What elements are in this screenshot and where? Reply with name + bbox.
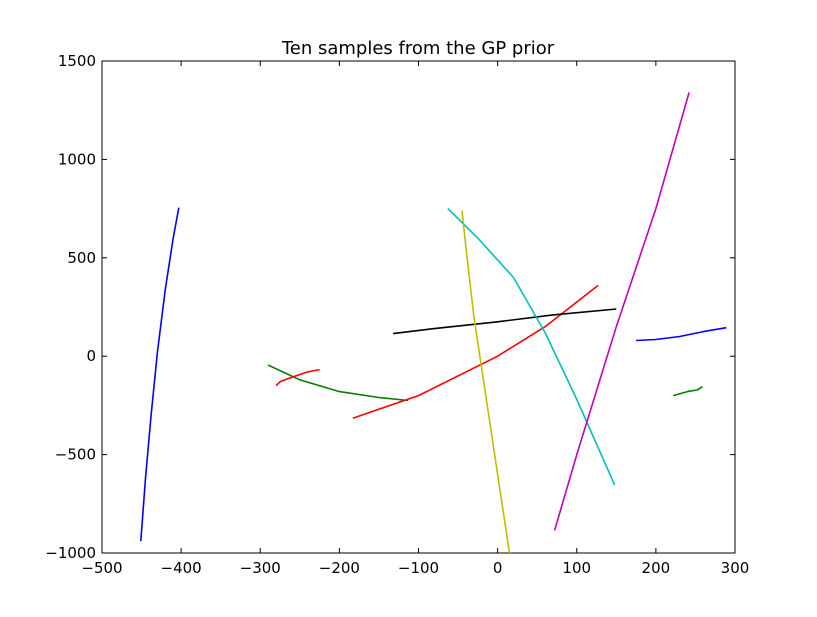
series-layer [140,92,727,554]
x-tick-label: 200 [642,559,671,577]
x-tick-label: 100 [562,559,591,577]
series-line-10 [673,386,704,397]
x-tick-label: −200 [319,559,360,577]
x-tick-label: 300 [721,559,750,577]
y-tick-label: 500 [67,249,96,267]
series-line-6 [447,208,616,486]
plot-frame [101,60,736,554]
series-line-7 [461,210,511,554]
x-tick-label: −400 [161,559,202,577]
series-line-4 [352,284,599,419]
x-tick-label: −100 [398,559,439,577]
x-tick-label: 0 [493,559,503,577]
series-line-1 [140,207,180,542]
series-line-2 [267,364,409,402]
x-tick-label: −500 [81,559,122,577]
series-line-5 [393,308,617,335]
y-tick-label: 0 [86,347,96,365]
tick-layer: −500 −400 −300 −200 −100 0 100 200 300−1000−5000… [45,52,749,577]
y-tick-label: −1000 [45,544,96,562]
chart-title: Ten samples from the GP prior [281,38,555,59]
x-tick-label: −300 [240,559,281,577]
y-tick-label: 1000 [58,150,96,168]
series-line-3 [275,368,320,387]
y-tick-label: 1500 [58,52,96,70]
series-line-8 [553,92,690,531]
series-line-9 [636,326,727,342]
y-tick-label: −500 [55,446,96,464]
